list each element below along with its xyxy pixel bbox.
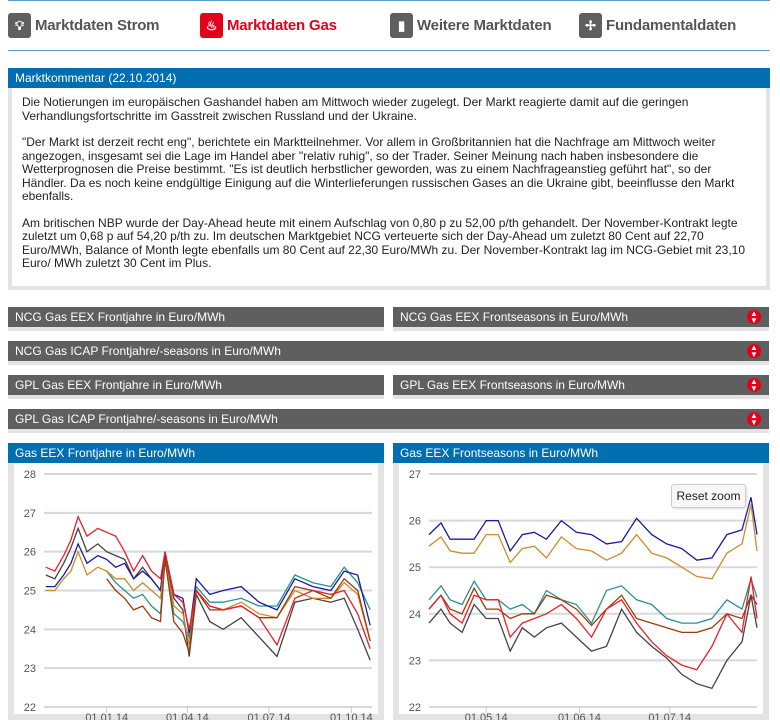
series-line-0 <box>428 497 758 561</box>
chart-frontjahre-title: Gas EEX Frontjahre in Euro/MWh <box>8 443 384 463</box>
series-line-0 <box>106 559 371 640</box>
y-tick-label: 24 <box>409 609 421 621</box>
chart-frontseasons[interactable]: 22 23 24 25 26 27 01.05.14 01.06.14 01.07.14 <box>399 463 763 720</box>
y-tick-label: 27 <box>409 469 421 481</box>
expand-toggle-icon[interactable]: ▲ ▼ <box>747 412 761 427</box>
series-line-4 <box>428 576 758 671</box>
x-tick-label: 01.06.14 <box>558 712 601 720</box>
market-comment-body: Die Notierungen im europäischen Gashande… <box>8 88 770 290</box>
series-line-5 <box>428 595 758 690</box>
section-gpl-eex-frontseasons[interactable]: GPL Gas EEX Frontseasons in Euro/MWh ▲ ▼ <box>393 375 769 399</box>
series-line-3 <box>428 586 758 634</box>
y-tick-label: 27 <box>24 508 36 520</box>
flame-icon: ♨ <box>200 13 223 38</box>
expand-toggle-icon[interactable]: ▲ ▼ <box>747 310 761 325</box>
reset-zoom-button[interactable]: Reset zoom <box>671 484 746 508</box>
nav-marktdaten-gas[interactable]: ♨ Marktdaten Gas <box>200 13 337 38</box>
y-tick-label: 23 <box>409 655 421 667</box>
y-tick-label: 26 <box>409 516 421 528</box>
section-ncg-icap[interactable]: NCG Gas ICAP Frontjahre/-seasons in Euro… <box>8 341 769 365</box>
barrel-icon: ▮ <box>390 13 413 38</box>
chart-frontseasons-title: Gas EEX Frontseasons in Euro/MWh <box>393 443 769 463</box>
main-nav: 💡︎ Marktdaten Strom ♨ Marktdaten Gas ▮ Weit… <box>8 0 770 51</box>
x-tick-label: 01.04.14 <box>166 712 209 720</box>
wind-turbine-icon: ✢ <box>579 13 602 38</box>
series-line-2 <box>45 542 371 634</box>
nav-weitere-marktdaten[interactable]: ▮ Weitere Marktdaten <box>390 13 552 38</box>
y-tick-label: 24 <box>24 624 36 636</box>
nav-marktdaten-strom[interactable]: 💡︎ Marktdaten Strom <box>8 13 160 38</box>
y-tick-label: 22 <box>409 702 421 714</box>
x-tick-label: 01.07.14 <box>648 712 691 720</box>
y-tick-label: 25 <box>24 586 36 598</box>
section-gpl-eex-frontjahre[interactable]: GPL Gas EEX Frontjahre in Euro/MWh <box>8 375 384 399</box>
section-gpl-icap[interactable]: GPL Gas ICAP Frontjahre/-seasons in Euro… <box>8 409 769 433</box>
series-line-5 <box>45 514 371 650</box>
y-tick-label: 28 <box>24 469 36 481</box>
y-tick-label: 22 <box>24 702 36 714</box>
section-ncg-eex-frontseasons[interactable]: NCG Gas EEX Frontseasons in Euro/MWh ▲ ▼ <box>393 307 769 331</box>
section-ncg-eex-frontjahre[interactable]: NCG Gas EEX Frontjahre in Euro/MWh <box>8 307 384 331</box>
x-tick-label: 01.01.14 <box>85 712 128 720</box>
comment-paragraph: "Der Markt ist derzeit recht eng", beric… <box>22 135 735 203</box>
comment-paragraph: Die Notierungen im europäischen Gashande… <box>22 95 689 123</box>
series-line-3 <box>45 549 371 646</box>
expand-toggle-icon[interactable]: ▲ ▼ <box>747 378 761 393</box>
chart-frontjahre[interactable]: 22 23 24 25 26 27 28 01.01.14 01.04.14 01.07.14 01… <box>14 463 378 720</box>
series-line-1 <box>428 504 758 580</box>
y-tick-label: 25 <box>409 562 421 574</box>
chart-frontseasons-panel <box>393 443 769 720</box>
y-tick-label: 26 <box>24 547 36 559</box>
market-comment-header: Marktkommentar (22.10.2014) <box>8 68 770 88</box>
nav-fundamentaldaten[interactable]: ✢ Fundamentaldaten <box>579 13 736 38</box>
series-line-1 <box>45 526 371 661</box>
x-tick-label: 01.07.14 <box>248 712 291 720</box>
x-tick-label: 01.05.14 <box>465 712 508 720</box>
series-line-2 <box>428 576 758 625</box>
x-tick-label: 01.10.14 <box>330 712 373 720</box>
chart-frontjahre-panel <box>8 443 384 720</box>
y-tick-label: 23 <box>24 663 36 675</box>
expand-toggle-icon[interactable]: ▲ ▼ <box>747 344 761 359</box>
lightbulb-icon: 💡︎ <box>8 13 31 38</box>
comment-paragraph: Am britischen NBP wurde der Day-Ahead he… <box>22 215 745 270</box>
